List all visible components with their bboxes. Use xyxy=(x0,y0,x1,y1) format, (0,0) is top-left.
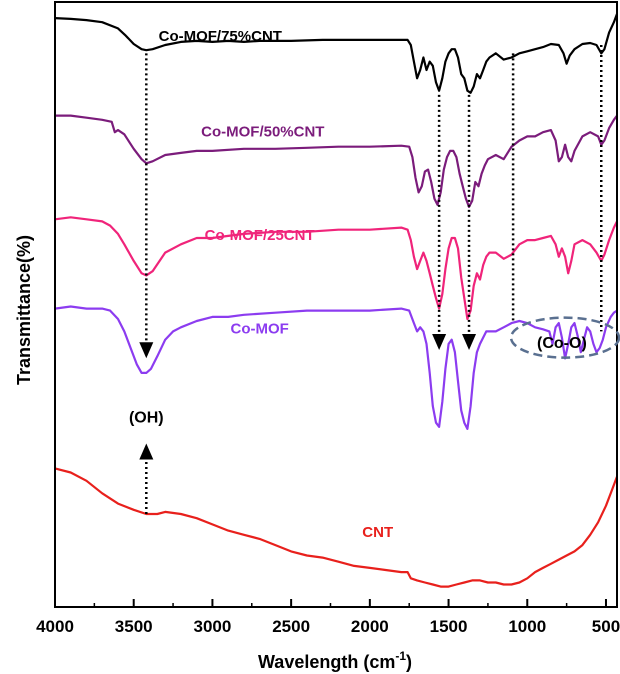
x-axis-title: Wavelength (cm-1) xyxy=(258,649,412,672)
y-axis-title: Transmittance(%) xyxy=(14,235,34,385)
guide-oh-cnt-arrowhead xyxy=(139,443,154,460)
series-label-4: CNT xyxy=(362,524,393,541)
guide-oh-arrowhead xyxy=(139,342,154,359)
x-ticks: 4000 3500 3000 2500 2000 1500 1000 500 xyxy=(36,599,620,636)
co-o-ellipse xyxy=(509,316,620,359)
series-label-1: Co-MOF/50%CNT xyxy=(201,123,324,140)
x-tick-label-3: 2500 xyxy=(272,617,310,636)
series-line-1 xyxy=(55,114,618,208)
plot-border xyxy=(54,1,618,608)
x-tick-label-1: 3500 xyxy=(115,617,153,636)
series-labels: Co-MOF/75%CNT Co-MOF/50%CNT Co-MOF/25CNT Co… xyxy=(159,28,394,541)
guide-1370-arrowhead xyxy=(462,334,477,350)
annotation-co-o: (Co-O) xyxy=(537,335,587,352)
guide-1560-arrowhead xyxy=(432,334,447,350)
series-label-0: Co-MOF/75%CNT xyxy=(159,28,282,45)
plot-frame xyxy=(54,1,618,608)
annotations: (OH) (Co-O) xyxy=(129,316,620,427)
series-label-2: Co-MOF/25CNT xyxy=(205,227,315,244)
series-line-0 xyxy=(54,13,619,94)
x-tick-label-6: 1000 xyxy=(508,617,546,636)
series-label-3: Co-MOF xyxy=(230,320,288,337)
x-tick-label-2: 3000 xyxy=(194,617,232,636)
x-tick-label-4: 2000 xyxy=(351,617,389,636)
x-tick-label-0: 4000 xyxy=(36,617,74,636)
x-tick-label-7: 500 xyxy=(592,617,620,636)
series-line-2 xyxy=(54,216,618,321)
x-tick-label-5: 1500 xyxy=(430,617,468,636)
series-line-4 xyxy=(54,467,619,588)
dashed-guides xyxy=(139,45,603,514)
series-line-3 xyxy=(54,305,618,430)
series-curves xyxy=(54,13,619,588)
annotation-oh: (OH) xyxy=(129,410,164,427)
